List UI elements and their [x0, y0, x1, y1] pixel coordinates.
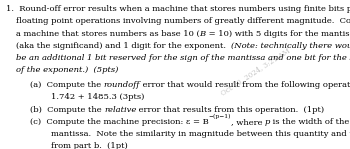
- Text: (aka the significand) and 1 digit for the exponent.: (aka the significand) and 1 digit for th…: [16, 42, 231, 50]
- Text: mantissa.  Note the similarity in magnitude between this quantity and the result: mantissa. Note the similarity in magnitu…: [30, 130, 350, 138]
- Text: p: p: [265, 118, 271, 126]
- Text: (Note: technically there would also: (Note: technically there would also: [231, 42, 350, 50]
- Text: (a)  Compute the: (a) Compute the: [30, 81, 104, 89]
- Text: B: B: [199, 30, 206, 38]
- Text: error that results from this operation.  (1pt): error that results from this operation. …: [136, 106, 324, 114]
- Text: (b)  Compute the: (b) Compute the: [30, 106, 104, 114]
- Text: = 10) with 5 digits for the mantissa: = 10) with 5 digits for the mantissa: [206, 30, 350, 38]
- Text: of the exponent.)  (5pts): of the exponent.) (5pts): [16, 66, 118, 74]
- Text: relative: relative: [104, 106, 136, 114]
- Text: roundoff: roundoff: [104, 81, 140, 89]
- Text: floating point operations involving numbers of greatly different magnitude.  Con: floating point operations involving numb…: [16, 17, 350, 25]
- Text: −(p−1): −(p−1): [209, 114, 231, 119]
- Text: be an additional 1 bit reserved for the sign of the mantissa and one bit for the: be an additional 1 bit reserved for the …: [16, 54, 350, 62]
- Text: 1.742 + 1485.3 (3pts): 1.742 + 1485.3 (3pts): [30, 93, 144, 101]
- Text: 1.  Round-off error results when a machine that stores numbers using finite bits: 1. Round-off error results when a machin…: [6, 5, 350, 13]
- Text: ε = B: ε = B: [186, 118, 209, 126]
- Text: (c)  Compute the machine precision:: (c) Compute the machine precision:: [30, 118, 186, 126]
- Text: error that would result from the following operation:: error that would result from the followi…: [140, 81, 350, 89]
- Text: is the width of the: is the width of the: [271, 118, 350, 126]
- Text: a machine that stores numbers as base 10 (: a machine that stores numbers as base 10…: [16, 30, 199, 38]
- Text: , where: , where: [231, 118, 265, 126]
- Text: from part b.  (1pt): from part b. (1pt): [30, 142, 127, 149]
- Text: Oct 10, 2024, 3:21 AM: Oct 10, 2024, 3:21 AM: [219, 46, 292, 97]
